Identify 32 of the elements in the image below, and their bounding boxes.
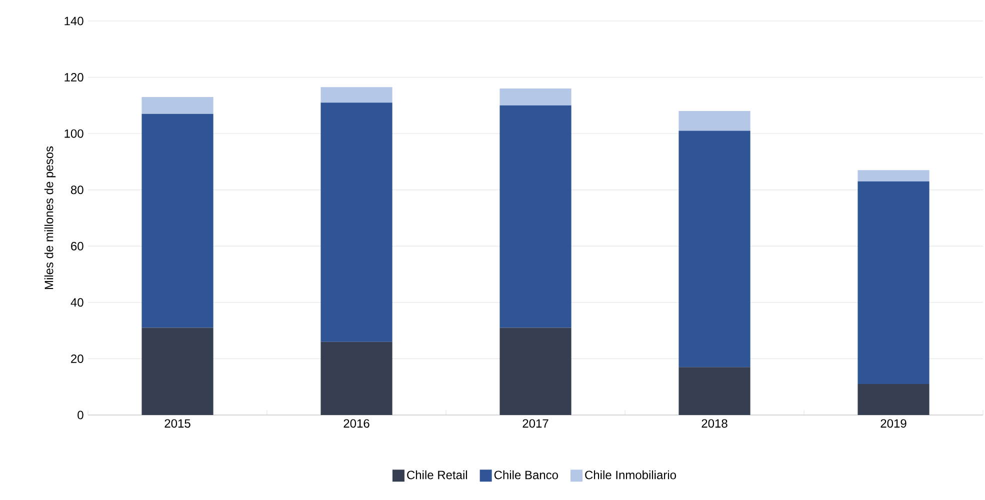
- y-tick-label: 60: [71, 242, 84, 250]
- y-tick-label: 100: [64, 129, 84, 138]
- bar: [320, 87, 392, 103]
- bar: [858, 170, 930, 182]
- bar: [142, 96, 214, 114]
- bar: [142, 114, 214, 328]
- x-tick-label: 2017: [522, 419, 548, 428]
- legend-label: Chile Inmobiliario: [585, 470, 676, 480]
- legend-label: Chile Banco: [494, 470, 558, 480]
- bar: [858, 384, 930, 415]
- x-tick-label: 2015: [164, 419, 190, 428]
- bar: [678, 111, 750, 131]
- y-tick-label: 140: [64, 16, 84, 26]
- bar: [500, 88, 572, 106]
- x-tick-label: 2018: [702, 419, 728, 428]
- bar: [142, 328, 214, 415]
- x-tick-label: 2016: [344, 419, 370, 428]
- y-tick-label: 0: [78, 410, 84, 420]
- y-tick-label: 40: [70, 298, 84, 307]
- legend-label: Chile Retail: [407, 470, 467, 480]
- bar: [678, 367, 750, 415]
- x-tick-label: 2019: [880, 419, 906, 428]
- y-tick-label: 80: [70, 186, 84, 194]
- bar: [678, 130, 750, 368]
- bar: [500, 328, 572, 415]
- bar: [320, 102, 392, 342]
- bar: [500, 105, 572, 328]
- y-tick-label: 20: [71, 354, 84, 363]
- bar: [320, 342, 392, 415]
- bar: [858, 181, 930, 384]
- y-axis-title: Miles de millones de pesos: [44, 146, 56, 290]
- y-tick-label: 120: [64, 73, 84, 82]
